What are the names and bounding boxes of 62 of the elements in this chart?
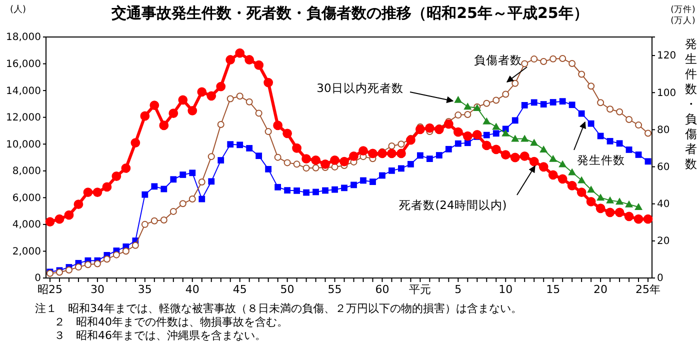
point [596,194,605,201]
text: 発生件数・負傷者数 [685,37,697,171]
x-tick-label: 45 [232,282,247,296]
point [502,129,510,136]
y-tick-label: 8,000 [12,166,41,178]
point [587,186,596,193]
point [634,203,643,210]
series-label: 発生件数 [577,153,625,167]
y-tick-label: 18,000 [6,32,41,44]
point [606,196,614,204]
x-tick-label: 60 [375,282,390,296]
x-tick-label: 30 [90,282,104,296]
y-tick-label: 12,000 [6,112,41,124]
point [530,138,538,146]
point [540,145,548,152]
y2-tick-label: 40 [657,199,670,210]
point [568,168,576,176]
y-tick-label: 10,000 [6,139,41,150]
y2-tick-label: 60 [657,162,670,173]
y2-tick-label: 80 [657,124,670,136]
y-tick-label: 0 [34,273,41,284]
y-tick-label: 4,000 [12,220,41,231]
text: (万人) [670,15,696,26]
text: (万件) [670,4,696,15]
point [464,102,472,110]
text: 30日以内死者数 [316,81,404,95]
point [511,134,520,142]
text: ２ 昭和40年までの件数は、物損事故を含む。 [54,316,288,328]
y-tick-label: 2,000 [12,246,41,258]
point [625,200,634,208]
point [492,122,500,130]
point [520,134,529,142]
x-tick-label: 昭25 [37,282,62,296]
x-tick-label: 平元 [409,282,432,296]
y-tick-label: 16,000 [6,58,41,70]
text: 死者数(24時間以内) [399,198,507,212]
x-tick-label: 35 [138,282,152,296]
point [549,154,558,162]
x-tick-label: 15 [546,282,560,296]
y-tick-label: 14,000 [6,86,41,97]
point [558,160,567,168]
x-tick-label: 40 [185,282,200,296]
y-tick-label: 6,000 [12,192,41,204]
point [454,96,462,103]
y2-tick-label: 100 [657,88,676,99]
x-tick-label: 55 [328,282,342,296]
chart-title: 交通事故発生件数・死者数・負傷者数の推移（昭和25年～平成25年） [110,4,588,22]
x-tick-label: 50 [280,282,294,296]
point [616,198,624,205]
series-label: 負傷者数 [474,53,522,67]
text: ３ 昭和46年までは、沖縄県を含まない。 [54,329,266,342]
y2-tick-label: 0 [657,273,664,284]
point [482,117,491,124]
x-tick-label: 25年 [636,282,661,296]
y2-tick-label: 120 [657,50,676,62]
text: 注１ 昭和34年までは、軽微な被害事故（８日未満の負傷、２万円以下の物的損害）は含まない。 [35,302,522,315]
point [578,176,586,184]
x-tick-label: 20 [594,282,608,296]
y-axis-title: (人) [10,4,26,15]
x-tick-label: 5 [454,282,462,296]
x-tick-label: 10 [498,282,513,296]
y2-tick-label: 20 [657,236,670,248]
